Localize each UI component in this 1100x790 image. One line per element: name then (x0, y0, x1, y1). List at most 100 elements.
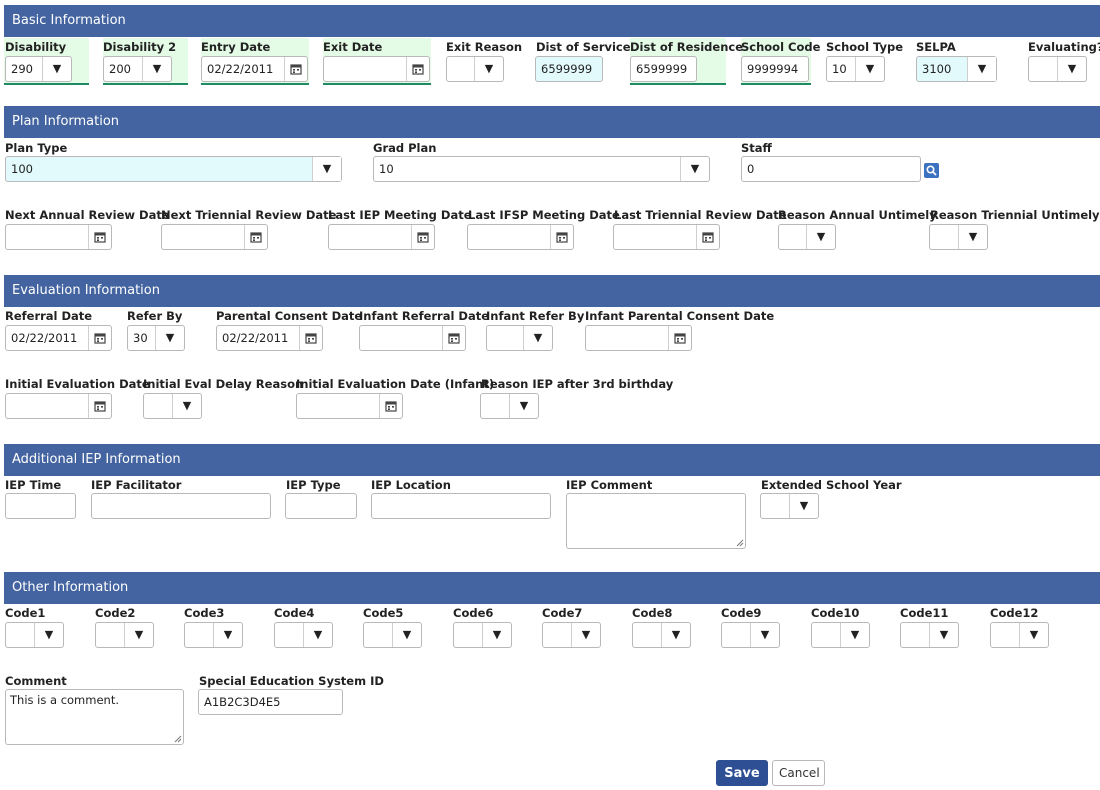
code-select[interactable]: ▼ (5, 622, 64, 648)
calendar-icon[interactable] (88, 326, 111, 350)
initial-eval-date-infant-field[interactable] (296, 393, 403, 419)
iep-time-input[interactable] (5, 493, 76, 519)
parental-consent-date-value: 02/22/2011 (222, 331, 289, 345)
sped-system-id-input[interactable]: A1B2C3D4E5 (198, 689, 343, 715)
chevron-down-icon: ▼ (1057, 57, 1086, 81)
next-annual-review-label: Next Annual Review Date (5, 208, 170, 222)
dist-service-input[interactable]: 6599999 (535, 56, 603, 82)
referral-date-field[interactable]: 02/22/2011 (5, 325, 112, 351)
code-select[interactable]: ▼ (990, 622, 1049, 648)
school-type-select[interactable]: 10 ▼ (826, 56, 885, 82)
calendar-icon[interactable] (696, 225, 719, 249)
plan-type-select[interactable]: 100 ▼ (5, 156, 342, 182)
calendar-icon[interactable] (88, 225, 111, 249)
entry-date-value: 02/22/2011 (207, 62, 274, 76)
code-label: Code12 (990, 606, 1039, 620)
calendar-icon[interactable] (244, 225, 267, 249)
last-triennial-review-field[interactable] (613, 224, 720, 250)
refer-by-select[interactable]: 30 ▼ (127, 325, 185, 351)
chevron-down-icon: ▼ (303, 623, 332, 647)
next-triennial-review-field[interactable] (161, 224, 268, 250)
parental-consent-date-field[interactable]: 02/22/2011 (216, 325, 323, 351)
reason-triennial-untimely-select[interactable]: ▼ (929, 224, 988, 250)
school-type-value: 10 (832, 62, 847, 76)
code-label: Code10 (811, 606, 860, 620)
code-select[interactable]: ▼ (363, 622, 422, 648)
code-select[interactable]: ▼ (184, 622, 243, 648)
infant-referral-date-field[interactable] (359, 325, 466, 351)
entry-date-field[interactable]: 02/22/2011 (201, 56, 308, 82)
grad-plan-select[interactable]: 10 ▼ (373, 156, 710, 182)
initial-eval-delay-label: Initial Eval Delay Reason (143, 377, 304, 391)
iep-comment-textarea[interactable] (566, 493, 746, 549)
calendar-icon[interactable] (406, 57, 429, 81)
calendar-icon[interactable] (299, 326, 322, 350)
disability2-select[interactable]: 200 ▼ (103, 56, 172, 82)
code-select[interactable]: ▼ (811, 622, 870, 648)
save-button[interactable]: Save (716, 760, 768, 786)
evaluating-select[interactable]: ▼ (1028, 56, 1087, 82)
reason-iep-after-3rd-select[interactable]: ▼ (480, 393, 539, 419)
infant-refer-by-select[interactable]: ▼ (486, 325, 553, 351)
next-annual-review-field[interactable] (5, 224, 112, 250)
code-select[interactable]: ▼ (721, 622, 780, 648)
resize-handle-icon[interactable] (736, 539, 744, 547)
extended-school-year-label: Extended School Year (761, 478, 902, 492)
last-ifsp-meeting-field[interactable] (467, 224, 574, 250)
iep-location-label: IEP Location (371, 478, 451, 492)
comment-textarea[interactable]: This is a comment. (5, 689, 184, 745)
extended-school-year-select[interactable]: ▼ (760, 493, 819, 519)
infant-parental-consent-field[interactable] (585, 325, 692, 351)
parental-consent-date-label: Parental Consent Date (216, 309, 363, 323)
calendar-icon[interactable] (88, 394, 111, 418)
calendar-icon[interactable] (411, 225, 434, 249)
initial-eval-date-field[interactable] (5, 393, 112, 419)
disability-select[interactable]: 290 ▼ (5, 56, 72, 82)
chevron-down-icon: ▼ (312, 157, 341, 181)
selpa-select[interactable]: 3100 ▼ (916, 56, 997, 82)
referral-date-label: Referral Date (5, 309, 93, 323)
calendar-icon[interactable] (442, 326, 465, 350)
calendar-icon[interactable] (379, 394, 402, 418)
chevron-down-icon: ▼ (958, 225, 987, 249)
last-iep-meeting-field[interactable] (328, 224, 435, 250)
section-header-other: Other Information (4, 572, 1100, 604)
resize-handle-icon[interactable] (174, 735, 182, 743)
code-label: Code8 (632, 606, 673, 620)
iep-facilitator-input[interactable] (91, 493, 271, 519)
code-select[interactable]: ▼ (453, 622, 512, 648)
staff-input[interactable]: 0 (741, 156, 921, 182)
code-select[interactable]: ▼ (542, 622, 601, 648)
code-label: Code2 (95, 606, 136, 620)
code-select[interactable]: ▼ (900, 622, 959, 648)
next-triennial-review-label: Next Triennial Review Date (161, 208, 337, 222)
refer-by-value: 30 (133, 331, 148, 345)
chevron-down-icon: ▼ (661, 623, 690, 647)
calendar-icon[interactable] (550, 225, 573, 249)
plan-type-label: Plan Type (5, 141, 68, 155)
search-icon[interactable] (924, 163, 939, 178)
code-select[interactable]: ▼ (95, 622, 154, 648)
infant-referral-date-label: Infant Referral Date (359, 309, 490, 323)
iep-type-label: IEP Type (286, 478, 341, 492)
code-select[interactable]: ▼ (274, 622, 333, 648)
reason-iep-after-3rd-label: Reason IEP after 3rd birthday (481, 377, 674, 391)
code-select[interactable]: ▼ (632, 622, 691, 648)
reason-annual-untimely-select[interactable]: ▼ (778, 224, 836, 250)
dist-residence-input[interactable]: 6599999 (630, 56, 697, 82)
iep-type-input[interactable] (285, 493, 357, 519)
initial-eval-delay-select[interactable]: ▼ (143, 393, 202, 419)
calendar-icon[interactable] (668, 326, 691, 350)
iep-location-input[interactable] (371, 493, 551, 519)
exit-reason-select[interactable]: ▼ (446, 56, 504, 82)
chevron-down-icon: ▼ (509, 394, 538, 418)
cancel-button[interactable]: Cancel (772, 760, 825, 786)
exit-date-field[interactable] (323, 56, 430, 82)
grad-plan-value: 10 (379, 162, 394, 176)
chevron-down-icon: ▼ (789, 494, 818, 518)
calendar-icon[interactable] (284, 57, 307, 81)
disability2-value: 200 (109, 62, 131, 76)
iep-comment-label: IEP Comment (566, 478, 653, 492)
iep-time-label: IEP Time (5, 478, 62, 492)
school-code-input[interactable]: 9999994 (741, 56, 809, 82)
